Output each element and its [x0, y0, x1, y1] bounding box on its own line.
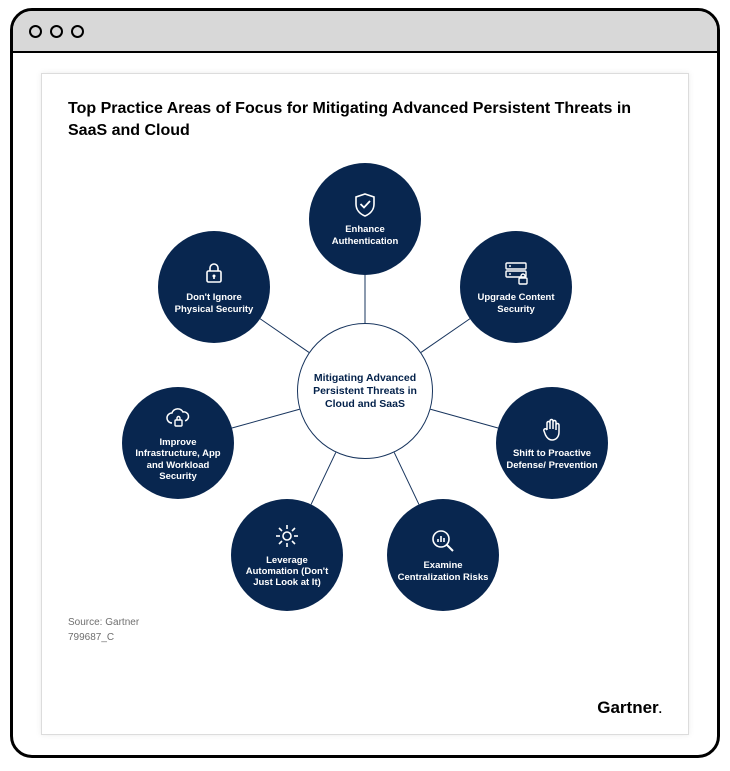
slide-card: Top Practice Areas of Focus for Mitigati… [41, 73, 689, 735]
hand-stop-icon [538, 415, 566, 443]
shield-check-icon [351, 191, 379, 219]
cloud-lock-icon [164, 404, 192, 432]
practice-node-label: Examine Centralization Risks [395, 560, 491, 583]
window-control-minimize[interactable] [50, 25, 63, 38]
practice-node-label: Upgrade Content Security [468, 292, 564, 315]
server-lock-icon [502, 259, 530, 287]
practice-node-automation: Leverage Automation (Don't Just Look at … [231, 499, 343, 611]
practice-node-enhance-auth: Enhance Authentication [309, 163, 421, 275]
gear-icon [273, 522, 301, 550]
radial-diagram: Mitigating Advanced Persistent Threats i… [68, 153, 662, 613]
brand-text: Gartner [597, 698, 658, 717]
practice-node-centralization: Examine Centralization Risks [387, 499, 499, 611]
hub-label: Mitigating Advanced Persistent Threats i… [308, 372, 422, 411]
gartner-logo: Gartner. [597, 698, 662, 718]
padlock-icon [200, 259, 228, 287]
hub-circle: Mitigating Advanced Persistent Threats i… [297, 323, 433, 459]
reference-code: 799687_C [68, 632, 662, 643]
practice-node-label: Shift to Proactive Defense/ Prevention [504, 448, 600, 471]
practice-node-infra-security: Improve Infrastructure, App and Workload… [122, 387, 234, 499]
practice-node-physical-security: Don't Ignore Physical Security [158, 231, 270, 343]
practice-node-proactive-defense: Shift to Proactive Defense/ Prevention [496, 387, 608, 499]
practice-node-upgrade-content: Upgrade Content Security [460, 231, 572, 343]
window-control-zoom[interactable] [71, 25, 84, 38]
slide-title: Top Practice Areas of Focus for Mitigati… [68, 98, 662, 141]
browser-window: Top Practice Areas of Focus for Mitigati… [10, 8, 720, 758]
practice-node-label: Leverage Automation (Don't Just Look at … [239, 555, 335, 589]
practice-node-label: Don't Ignore Physical Security [166, 292, 262, 315]
window-control-close[interactable] [29, 25, 42, 38]
practice-node-label: Improve Infrastructure, App and Workload… [130, 437, 226, 483]
practice-node-label: Enhance Authentication [317, 224, 413, 247]
window-titlebar [13, 11, 717, 53]
brand-dot: . [659, 702, 662, 716]
magnify-chart-icon [429, 527, 457, 555]
source-attribution: Source: Gartner [68, 617, 662, 628]
